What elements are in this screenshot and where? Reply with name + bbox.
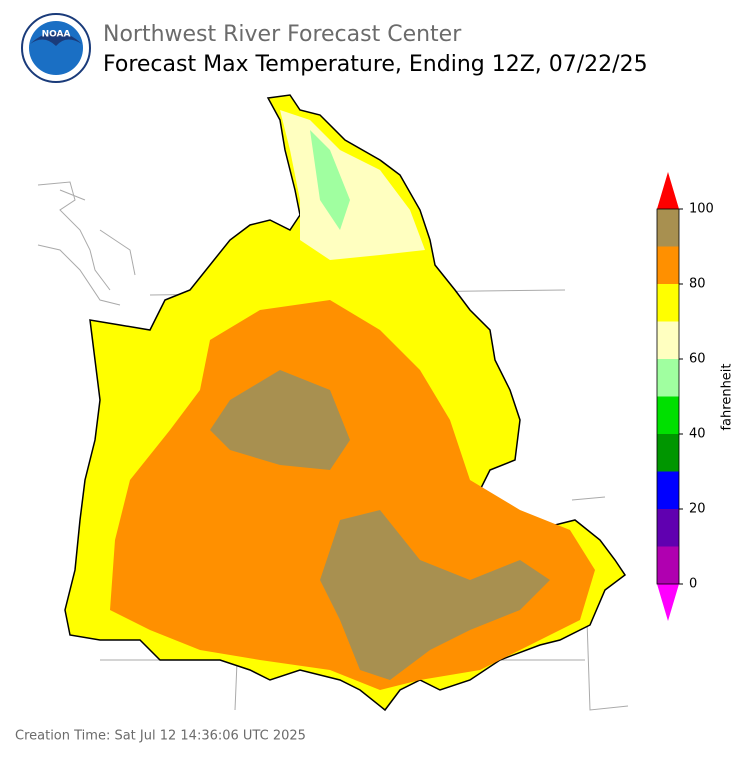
colorbar-bin bbox=[657, 359, 679, 397]
colorbar-tick-label: 60 bbox=[689, 352, 706, 367]
map bbox=[37, 94, 629, 712]
colorbar-tick-label: 40 bbox=[689, 427, 706, 442]
colorbar-bin bbox=[657, 509, 679, 547]
hot-region bbox=[210, 370, 550, 680]
logo-text: NOAA bbox=[42, 30, 71, 40]
colorbar-bin bbox=[657, 546, 679, 584]
colorbar-label: fahrenheit bbox=[720, 363, 735, 430]
map-title: Forecast Max Temperature, Ending 12Z, 07… bbox=[103, 52, 648, 77]
logo-bird bbox=[30, 32, 82, 46]
colorbar: 0 20 40 60 80 100 bbox=[656, 172, 714, 621]
logo-disc bbox=[29, 21, 83, 75]
colorbar-bin bbox=[657, 471, 679, 509]
colorbar-tick-label: 0 bbox=[689, 577, 697, 592]
agency-title: Northwest River Forecast Center bbox=[103, 22, 462, 47]
colorbar-tick-label: 100 bbox=[689, 202, 714, 217]
cold-region bbox=[310, 130, 350, 230]
colorbar-bin bbox=[657, 434, 679, 472]
under-triangle bbox=[657, 584, 679, 621]
colorbar-bin bbox=[657, 246, 679, 284]
noaa-logo: NOAA bbox=[21, 13, 91, 83]
colorbar-bin bbox=[657, 209, 679, 247]
colorbar-tick-label: 20 bbox=[689, 502, 706, 517]
colorbar-frame bbox=[656, 208, 680, 585]
colorbar-bin bbox=[657, 284, 679, 322]
colorbar-bin bbox=[657, 396, 679, 434]
over-triangle bbox=[657, 172, 679, 209]
creation-time: Creation Time: Sat Jul 12 14:36:06 UTC 2… bbox=[15, 729, 306, 744]
colorbar-bin bbox=[657, 321, 679, 359]
colorbar-tick-label: 80 bbox=[689, 277, 706, 292]
